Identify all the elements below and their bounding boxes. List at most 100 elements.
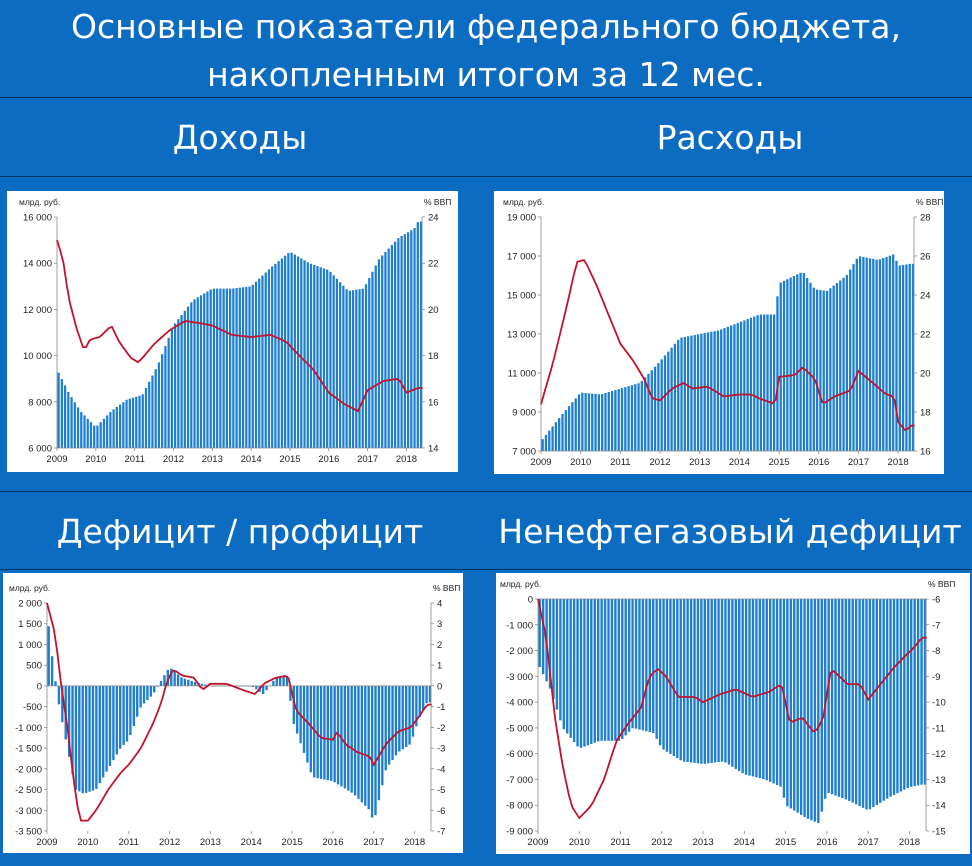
bar (806, 599, 810, 819)
left-tick-label: 1 500 (18, 619, 42, 630)
bar (222, 288, 225, 448)
bar (381, 685, 384, 786)
bar (186, 306, 190, 448)
left-tick-label: 7 000 (512, 447, 536, 458)
bar (351, 290, 355, 448)
bar (109, 412, 112, 448)
bar (306, 262, 309, 448)
bar (209, 289, 212, 448)
right-tick-label: 1 (437, 661, 442, 672)
bar (837, 599, 841, 797)
bar (57, 372, 60, 448)
bar (819, 290, 822, 451)
bar (896, 599, 899, 794)
x-tick-label: 2011 (124, 454, 144, 465)
chart-deficit: млрд. руб. % ВВП -3 500 -3 000 -2 500 -2 000 -… (9, 583, 460, 848)
bar (793, 599, 796, 811)
bar (387, 248, 390, 448)
left-tick-label: 19 000 (507, 213, 536, 224)
left-tick-label: 1 000 (18, 640, 42, 651)
chart-expenses: млрд. руб. % ВВП 7 000 9 000 11 000 13 000 15 … (503, 197, 943, 468)
gdp-share-line (46, 602, 432, 822)
right-tick-label: 3 (437, 619, 442, 630)
bar (842, 277, 845, 451)
bar (775, 599, 779, 786)
bar (122, 685, 125, 745)
section-title-income: Доходы (172, 118, 308, 157)
x-tick-label: 2015 (282, 837, 303, 848)
bar (716, 330, 720, 451)
bar (906, 599, 909, 789)
bar (746, 319, 749, 451)
bar (706, 332, 710, 451)
bar (319, 685, 323, 779)
bar (335, 278, 339, 448)
right-tick-label: 14 (428, 444, 439, 455)
right-tick-label: 22 (920, 330, 931, 341)
bar (285, 675, 289, 686)
bar (779, 282, 782, 451)
bar (772, 599, 775, 784)
bar (86, 418, 89, 448)
bar (551, 426, 554, 451)
bar (387, 685, 391, 765)
bar (410, 230, 413, 448)
bar (190, 302, 193, 448)
x-tick-label: 2018 (396, 454, 417, 465)
bar (710, 331, 713, 451)
right-tick-label: -8 (932, 646, 940, 657)
right-tick-label: -7 (932, 620, 940, 631)
bar (679, 599, 682, 761)
bar (71, 685, 74, 774)
bar (872, 258, 875, 451)
bar (672, 599, 676, 757)
bar (413, 227, 416, 448)
bar (156, 685, 159, 687)
bar (374, 265, 377, 448)
bar (703, 333, 706, 451)
bar (67, 685, 71, 757)
left-tick-label: 500 (26, 661, 42, 672)
bar (132, 685, 135, 726)
bar (245, 286, 248, 448)
bar (84, 685, 88, 793)
bar (782, 280, 786, 451)
bar (154, 369, 157, 448)
bar (358, 289, 361, 448)
bar (149, 685, 153, 697)
bar (825, 290, 829, 451)
bar (261, 275, 264, 448)
bar (741, 599, 744, 774)
bar (600, 599, 603, 741)
bar (255, 685, 258, 690)
bar (347, 685, 350, 791)
left-unit-label: млрд. руб. (19, 197, 60, 207)
bar (345, 289, 348, 448)
bar (720, 329, 723, 451)
bar (190, 680, 193, 686)
bar (332, 275, 335, 448)
bar (95, 685, 98, 789)
bar (686, 336, 690, 451)
bar (597, 394, 601, 451)
bar (200, 683, 204, 686)
bar (112, 685, 115, 761)
bar (852, 264, 855, 451)
right-tick-label: -6 (932, 595, 940, 606)
bar (607, 392, 610, 451)
x-tick-label: 2009 (527, 837, 548, 848)
bar (652, 599, 655, 733)
bar (587, 393, 591, 451)
bar (397, 238, 400, 448)
bar (81, 685, 84, 794)
bar (80, 412, 83, 448)
bar (552, 599, 555, 699)
bar (106, 415, 109, 448)
bar (610, 391, 614, 451)
bar (832, 285, 835, 451)
x-tick-label: 2017 (363, 837, 384, 848)
bar (212, 288, 216, 448)
bar (564, 410, 567, 451)
bar (566, 599, 569, 734)
bar (748, 599, 751, 776)
